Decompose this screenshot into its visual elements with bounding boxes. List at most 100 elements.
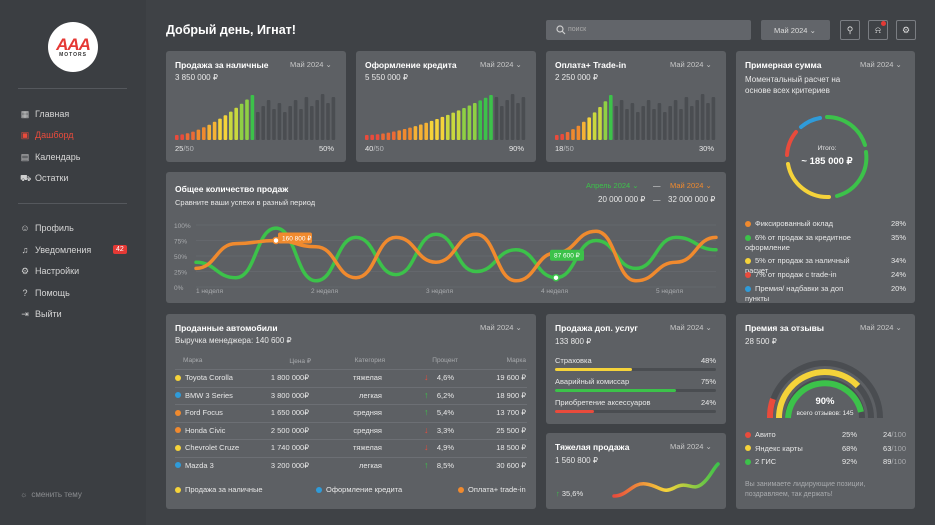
cars-month[interactable]: Май 2024 ⌄	[480, 323, 522, 332]
kpi-month-select[interactable]: Май 2024 ⌄	[480, 60, 522, 69]
table-divider	[175, 369, 527, 370]
approx-title: Примерная сумма	[745, 60, 822, 70]
table-header: Цена ₽	[289, 358, 311, 365]
sidebar-item-settings[interactable]: ⚙ Настройки	[20, 264, 79, 278]
car-category: легкая	[359, 460, 382, 470]
legend-label: Оплата+ trade-in	[468, 485, 526, 494]
approx-item: Премия/ надбавки за доп пункты	[745, 284, 865, 304]
table-divider	[175, 404, 527, 405]
logo[interactable]: AAA MOTORS	[48, 22, 98, 72]
sun-icon: ☼	[20, 490, 28, 499]
reviews-note: Вы занимаете лидирующие позиции, поздрав…	[745, 481, 866, 498]
gauge-yandex	[776, 369, 861, 419]
kpi-bar	[505, 100, 509, 140]
nav-label: Главная	[35, 109, 70, 119]
notifications-button[interactable]: ⍾	[868, 20, 888, 40]
sales-line-chart[interactable]: 100% 75% 50% 25% 0% 1 неделя 2 неделя 3 неделя 4…	[166, 215, 726, 300]
review-pct: 25%	[841, 430, 857, 439]
logout-icon: ⇥	[21, 309, 29, 319]
month-select-value: Май 2024	[774, 26, 808, 35]
legend-dot	[745, 431, 751, 438]
kpi-bar	[310, 106, 314, 140]
car-name: Mazda 3	[185, 460, 214, 470]
kpi-bar	[266, 100, 271, 140]
car-price: 3 200 000₽	[270, 460, 309, 470]
sidebar-item-help[interactable]: ? Помощь	[20, 286, 69, 300]
services-value: 133 800 ₽	[555, 337, 592, 346]
table-row[interactable]: BMW 3 Series	[175, 391, 233, 400]
bell-icon: ⍾	[875, 24, 881, 35]
month-select[interactable]: Май 2024 ⌄	[761, 20, 830, 40]
divider	[18, 88, 127, 89]
theme-toggle[interactable]: ☼ сменить тему	[20, 490, 82, 499]
chart-point	[552, 273, 560, 282]
table-row[interactable]: Ford Focus	[175, 408, 223, 417]
kpi-bar	[614, 106, 618, 140]
reviews-month[interactable]: Май 2024 ⌄	[860, 323, 902, 332]
table-row[interactable]: Chevrolet Cruze	[175, 443, 239, 452]
x-tick: 4 неделя	[541, 288, 568, 295]
review-item: Авито	[745, 430, 776, 439]
kpi-bar	[288, 106, 292, 140]
review-count-value: 24	[883, 430, 892, 439]
profile-button[interactable]: ⚲	[840, 20, 860, 40]
x-tick: 5 неделя	[656, 288, 683, 295]
x-tick: 2 неделя	[311, 288, 338, 295]
car-pct: 6,2%	[436, 390, 454, 400]
table-divider	[175, 421, 527, 423]
period-a-select[interactable]: Апрель 2024 ⌄	[586, 181, 639, 190]
kpi-bars	[365, 94, 526, 140]
settings-button[interactable]: ⚙	[896, 20, 916, 40]
review-count-value: 63	[883, 443, 892, 453]
period-b-select[interactable]: Май 2024 ⌄	[670, 181, 712, 190]
kpi-bar	[402, 129, 407, 140]
table-row[interactable]: Toyota Corolla	[175, 373, 233, 382]
car-icon: ⛟	[20, 173, 32, 183]
chevron-down-icon: ⌄	[809, 26, 816, 35]
kpi-bar	[679, 109, 683, 140]
chart-tooltip	[278, 232, 312, 244]
row-dot	[175, 444, 181, 451]
review-pct: 92%	[841, 457, 857, 466]
kpi-bar	[299, 109, 303, 140]
car-revenue: 18 900 ₽	[496, 390, 526, 400]
arrow-down-icon: ↓	[424, 372, 429, 382]
table-row[interactable]: Mazda 3	[175, 461, 214, 470]
sidebar-item-stock[interactable]: ⛟ Остатки	[20, 171, 68, 185]
row-dot	[175, 427, 181, 433]
kpi-bar	[386, 132, 391, 140]
kpi-bar	[419, 124, 423, 140]
sidebar-item-home[interactable]: ▦ Главная	[20, 107, 70, 121]
services-month[interactable]: Май 2024 ⌄	[670, 323, 712, 332]
sidebar-item-logout[interactable]: ⇥ Выйти	[20, 307, 61, 321]
arrow-down-icon: ↓	[424, 424, 429, 435]
table-row[interactable]: Honda Civic	[175, 426, 225, 435]
heavy-month[interactable]: Май 2024 ⌄	[670, 442, 712, 451]
review-count: 63/100	[876, 444, 906, 453]
approx-month[interactable]: Май 2024 ⌄	[860, 60, 902, 69]
kpi-bar	[202, 127, 206, 140]
review-count-value: 89	[883, 457, 892, 466]
sidebar-item-calendar[interactable]: ▤ Календарь	[20, 150, 81, 164]
car-category: средняя	[353, 425, 382, 435]
kpi-bar	[510, 94, 515, 140]
sidebar	[0, 0, 146, 525]
legend-dot	[745, 285, 751, 292]
gauge-pct: 90%	[815, 396, 835, 407]
kpi-month-select[interactable]: Май 2024 ⌄	[290, 60, 332, 69]
cars-legend-item: Продажа за наличные	[175, 485, 263, 494]
sidebar-item-profile[interactable]: ☺ Профиль	[20, 221, 73, 235]
kpi-bar	[630, 103, 635, 140]
kpi-bar	[641, 106, 645, 140]
car-price: 2 500 000₽	[270, 425, 309, 435]
row-dot	[175, 374, 181, 381]
period-b-total: 32 000 000 ₽	[668, 195, 716, 204]
sidebar-item-dashboard[interactable]: ▣ Дашборд	[20, 128, 74, 142]
approx-item-label: Премия/ надбавки за доп пункты	[745, 284, 844, 303]
kpi-month-select[interactable]: Май 2024 ⌄	[670, 60, 712, 69]
logo-sub: MOTORS	[59, 51, 87, 58]
chart-title: Общее количество продаж	[175, 184, 289, 194]
search-input[interactable]: поиск	[546, 20, 751, 40]
kpi-bar	[429, 120, 434, 140]
sidebar-item-notifications[interactable]: ♫ Уведомления	[20, 243, 92, 257]
